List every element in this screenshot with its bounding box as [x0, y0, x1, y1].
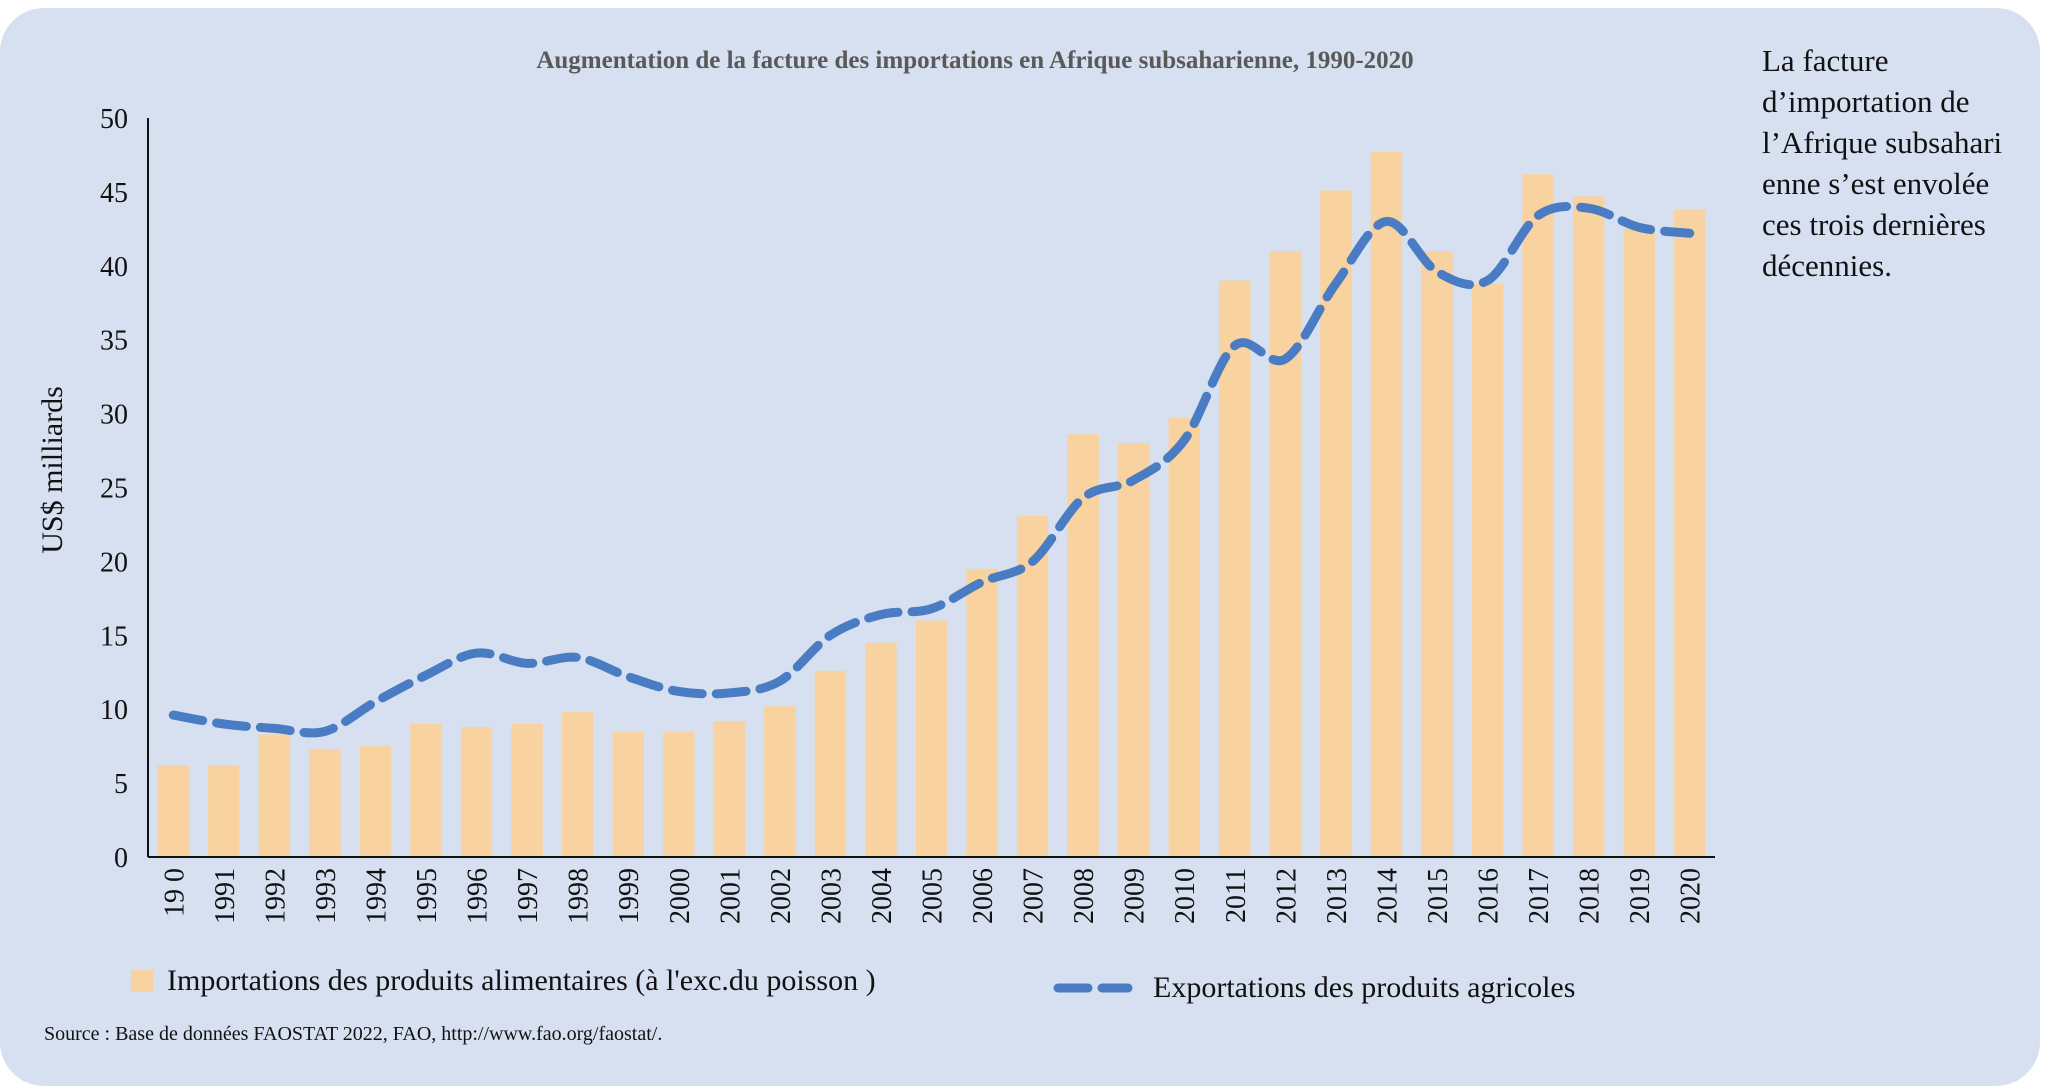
- bar-1996: [460, 726, 493, 857]
- bar-1998: [561, 712, 594, 857]
- y-tick-label: 20: [100, 547, 128, 578]
- bar-2004: [865, 642, 897, 857]
- bar-1997: [511, 723, 543, 857]
- x-tick-label: 1993: [311, 868, 342, 924]
- x-tick-label: 2002: [766, 868, 797, 924]
- bar-2018: [1572, 196, 1605, 858]
- x-tick-label: 1998: [564, 868, 595, 924]
- bar-2014: [1370, 151, 1403, 857]
- side-note-line-5: ces trois dernières: [1762, 207, 1986, 242]
- bar-1991: [208, 765, 240, 857]
- bar-2002: [764, 706, 796, 857]
- bar-2011: [1219, 280, 1251, 858]
- x-tick-label: 1996: [463, 868, 494, 924]
- x-tick-label: 1992: [260, 868, 291, 924]
- y-axis-label: US$ milliards: [36, 386, 69, 554]
- side-note-line-4: enne s’est envolée: [1762, 166, 1989, 201]
- bar-2012: [1269, 251, 1302, 857]
- bar-2019: [1623, 228, 1655, 858]
- x-tick-label: 2006: [968, 868, 999, 924]
- bar-2015: [1421, 251, 1453, 857]
- bar-1992: [258, 734, 291, 857]
- x-tick-label: 2008: [1069, 868, 1100, 924]
- x-tick-label: 1999: [614, 868, 645, 924]
- bar-series: [157, 151, 1706, 858]
- x-tick-label: 2017: [1524, 868, 1555, 924]
- y-tick-label: 50: [100, 104, 128, 135]
- y-tick-label: 35: [100, 326, 128, 357]
- x-tick-label: 2007: [1019, 868, 1050, 924]
- legend-bar-swatch: [131, 970, 153, 992]
- x-tick-label: 2018: [1575, 868, 1606, 924]
- y-tick-label: 10: [100, 695, 128, 726]
- bar-2005: [915, 620, 948, 857]
- x-tick-label: 2004: [867, 868, 898, 924]
- x-tick-label: 2010: [1170, 868, 1201, 924]
- source-note: Source : Base de données FAOSTAT 2022, F…: [44, 1023, 662, 1045]
- bar-1993: [309, 749, 341, 857]
- x-tick-label: 2003: [816, 868, 847, 924]
- bar-1994: [359, 746, 392, 857]
- y-tick-label: 30: [100, 400, 128, 431]
- x-tick-label: 1995: [412, 868, 443, 924]
- legend-bar-label: Importations des produits alimentaires (…: [167, 964, 876, 997]
- y-tick-label: 5: [114, 769, 128, 800]
- x-tick-label: 2000: [665, 868, 696, 924]
- bar-2020: [1674, 209, 1706, 858]
- y-tick-label: 45: [100, 178, 128, 209]
- x-tick-label: 2011: [1221, 868, 1252, 923]
- x-tick-label: 2001: [715, 868, 746, 924]
- side-note-line-3: l’Afrique subsahari: [1762, 125, 2003, 160]
- bar-2017: [1522, 174, 1554, 857]
- bar-2003: [814, 670, 847, 857]
- x-tick-label: 2014: [1372, 868, 1403, 924]
- bar-1995: [410, 723, 442, 857]
- y-tick-label: 0: [114, 843, 128, 874]
- bar-2013: [1320, 190, 1352, 857]
- x-tick-label: 2009: [1120, 868, 1151, 924]
- y-axis-ticks: 0 5 10 15 20 25 30 35 40 45 50: [100, 104, 128, 874]
- bar-2008: [1067, 434, 1099, 857]
- x-tick-label: 2013: [1322, 868, 1353, 924]
- x-tick-label: 1997: [513, 868, 544, 924]
- chart-title: Augmentation de la facture des importati…: [536, 47, 1413, 74]
- bar-190: [157, 765, 189, 857]
- bar-2000: [663, 731, 695, 857]
- legend-line-label: Exportations des produits agricoles: [1153, 971, 1575, 1004]
- bar-1999: [612, 731, 644, 857]
- bar-2010: [1168, 418, 1200, 857]
- side-note-line-1: La facture: [1762, 43, 1888, 78]
- x-tick-label: 2019: [1625, 868, 1656, 924]
- x-tick-label: 2012: [1271, 868, 1302, 924]
- side-note-line-6: décennies.: [1762, 248, 1892, 283]
- x-tick-label: 1994: [361, 868, 392, 924]
- bar-2016: [1471, 283, 1504, 857]
- y-tick-label: 40: [100, 252, 128, 283]
- x-tick-label: 19 0: [159, 868, 190, 917]
- bar-2006: [966, 568, 998, 857]
- x-tick-label: 2016: [1474, 868, 1505, 924]
- side-note-line-2: d’importation de: [1762, 84, 1969, 119]
- y-tick-label: 25: [100, 474, 128, 505]
- x-tick-label: 2020: [1676, 868, 1707, 924]
- x-axis-ticks: 19 0 1991 1992 1993 1994 1995 1996 1997 1998 1999…: [159, 868, 1706, 924]
- exports-dashed-line: [168, 201, 1695, 738]
- bar-2001: [713, 721, 745, 857]
- x-tick-label: 2005: [918, 868, 949, 924]
- x-tick-label: 1991: [210, 868, 241, 924]
- x-tick-label: 2015: [1423, 868, 1454, 924]
- bar-2009: [1118, 443, 1150, 857]
- y-tick-label: 15: [100, 621, 128, 652]
